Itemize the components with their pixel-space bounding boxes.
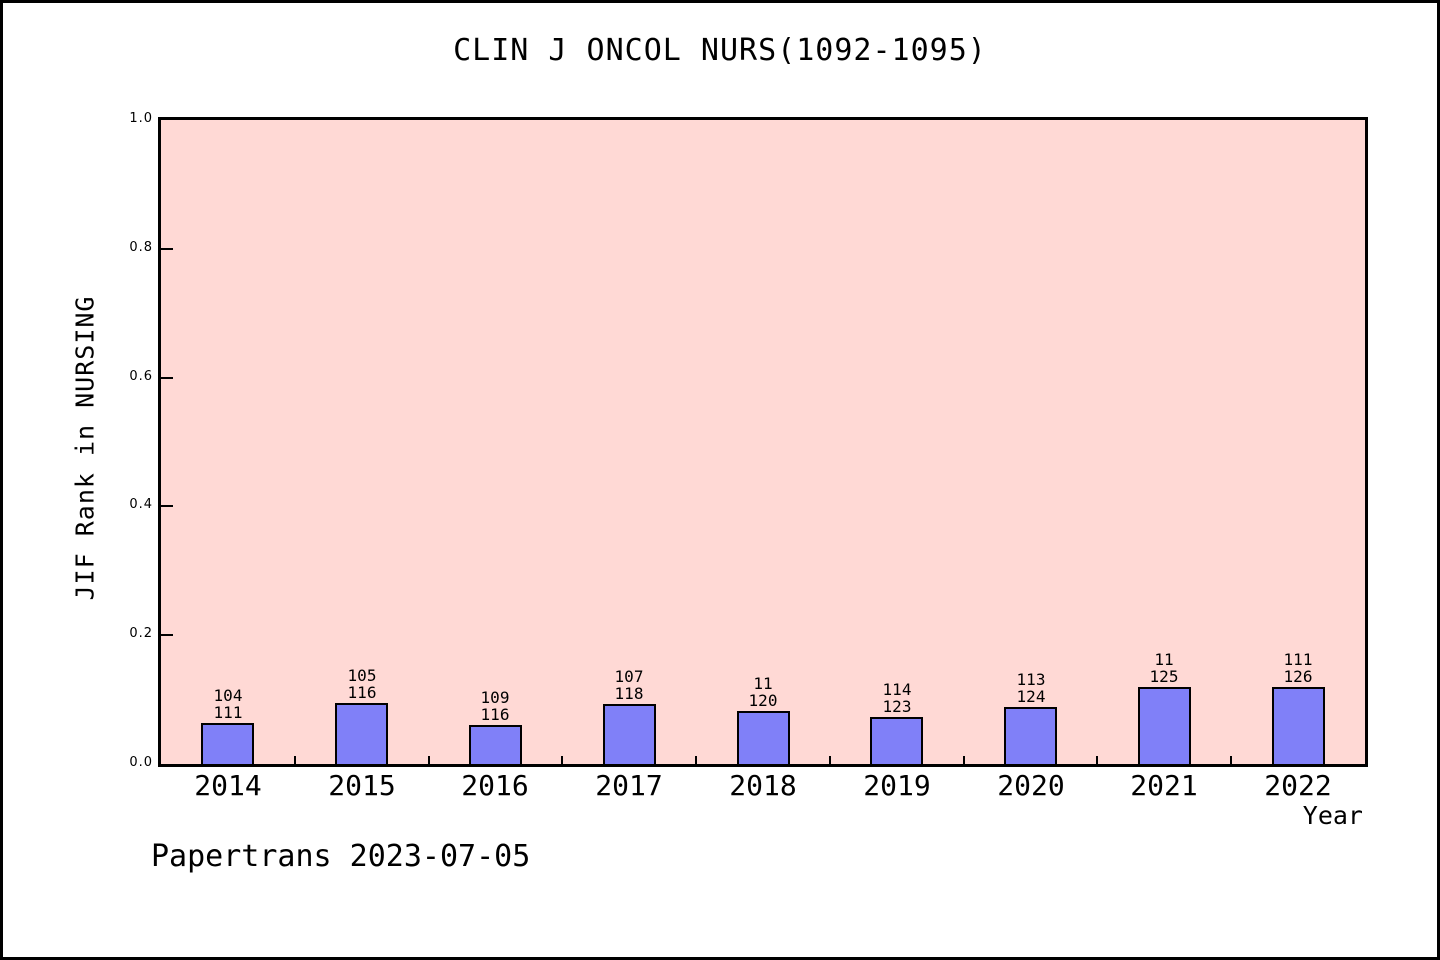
x-category-label-2021: 2021 [1130, 769, 1198, 802]
y-tick-0.8 [161, 248, 173, 250]
bar-value-label-2020: 113 124 [1016, 670, 1046, 706]
y-tick-label-0.2: 0.2 [129, 626, 153, 641]
x-category-label-2014: 2014 [194, 769, 262, 802]
y-tick-label-0.8: 0.8 [129, 240, 153, 255]
y-tick-label-0.4: 0.4 [129, 497, 153, 512]
x-tick-3 [561, 756, 563, 764]
bar-value-label-2017: 107 118 [614, 667, 644, 703]
y-tick-label-0.0: 0.0 [129, 755, 153, 770]
bar-2014 [201, 723, 254, 764]
plot-area: 104 111 105 116 109 116 107 118 11 120 114 123 113 12… [158, 117, 1368, 767]
bar-value-label-2016: 109 116 [480, 688, 510, 724]
y-tick-label-1.0: 1.0 [129, 111, 153, 126]
x-axis-title: Year [1302, 801, 1363, 830]
bar-2016 [469, 725, 522, 764]
x-tick-1 [294, 756, 296, 764]
x-tick-8 [1230, 756, 1232, 764]
bar-2020 [1004, 707, 1057, 764]
y-tick-0.6 [161, 377, 173, 379]
bar-value-label-2019: 114 123 [882, 680, 912, 716]
x-category-label-2022: 2022 [1264, 769, 1332, 802]
x-tick-4 [695, 756, 697, 764]
x-category-label-2020: 2020 [997, 769, 1065, 802]
x-tick-5 [829, 756, 831, 764]
x-category-label-2019: 2019 [863, 769, 931, 802]
bar-value-label-2021: 11 125 [1149, 650, 1179, 686]
y-axis-title: JIF Rank in NURSING [70, 295, 100, 601]
x-tick-7 [1096, 756, 1098, 764]
footer-note: Papertrans 2023-07-05 [151, 839, 531, 874]
y-tick-label-0.6: 0.6 [129, 369, 153, 384]
bar-2019 [870, 717, 923, 764]
bar-value-label-2022: 111 126 [1283, 650, 1313, 686]
bar-value-label-2014: 104 111 [213, 686, 243, 722]
x-category-label-2017: 2017 [595, 769, 663, 802]
bar-2015 [335, 703, 388, 764]
y-tick-0.4 [161, 505, 173, 507]
bar-2022 [1272, 687, 1325, 764]
bar-value-label-2015: 105 116 [347, 666, 377, 702]
x-category-label-2016: 2016 [461, 769, 529, 802]
y-tick-0.2 [161, 634, 173, 636]
x-tick-6 [963, 756, 965, 764]
bar-2018 [737, 711, 790, 764]
bar-2021 [1138, 687, 1191, 764]
x-category-label-2018: 2018 [729, 769, 797, 802]
x-tick-2 [428, 756, 430, 764]
bar-2017 [603, 704, 656, 764]
chart-title: CLIN J ONCOL NURS(1092-1095) [453, 33, 987, 68]
x-category-label-2015: 2015 [328, 769, 396, 802]
bar-value-label-2018: 11 120 [748, 674, 778, 710]
